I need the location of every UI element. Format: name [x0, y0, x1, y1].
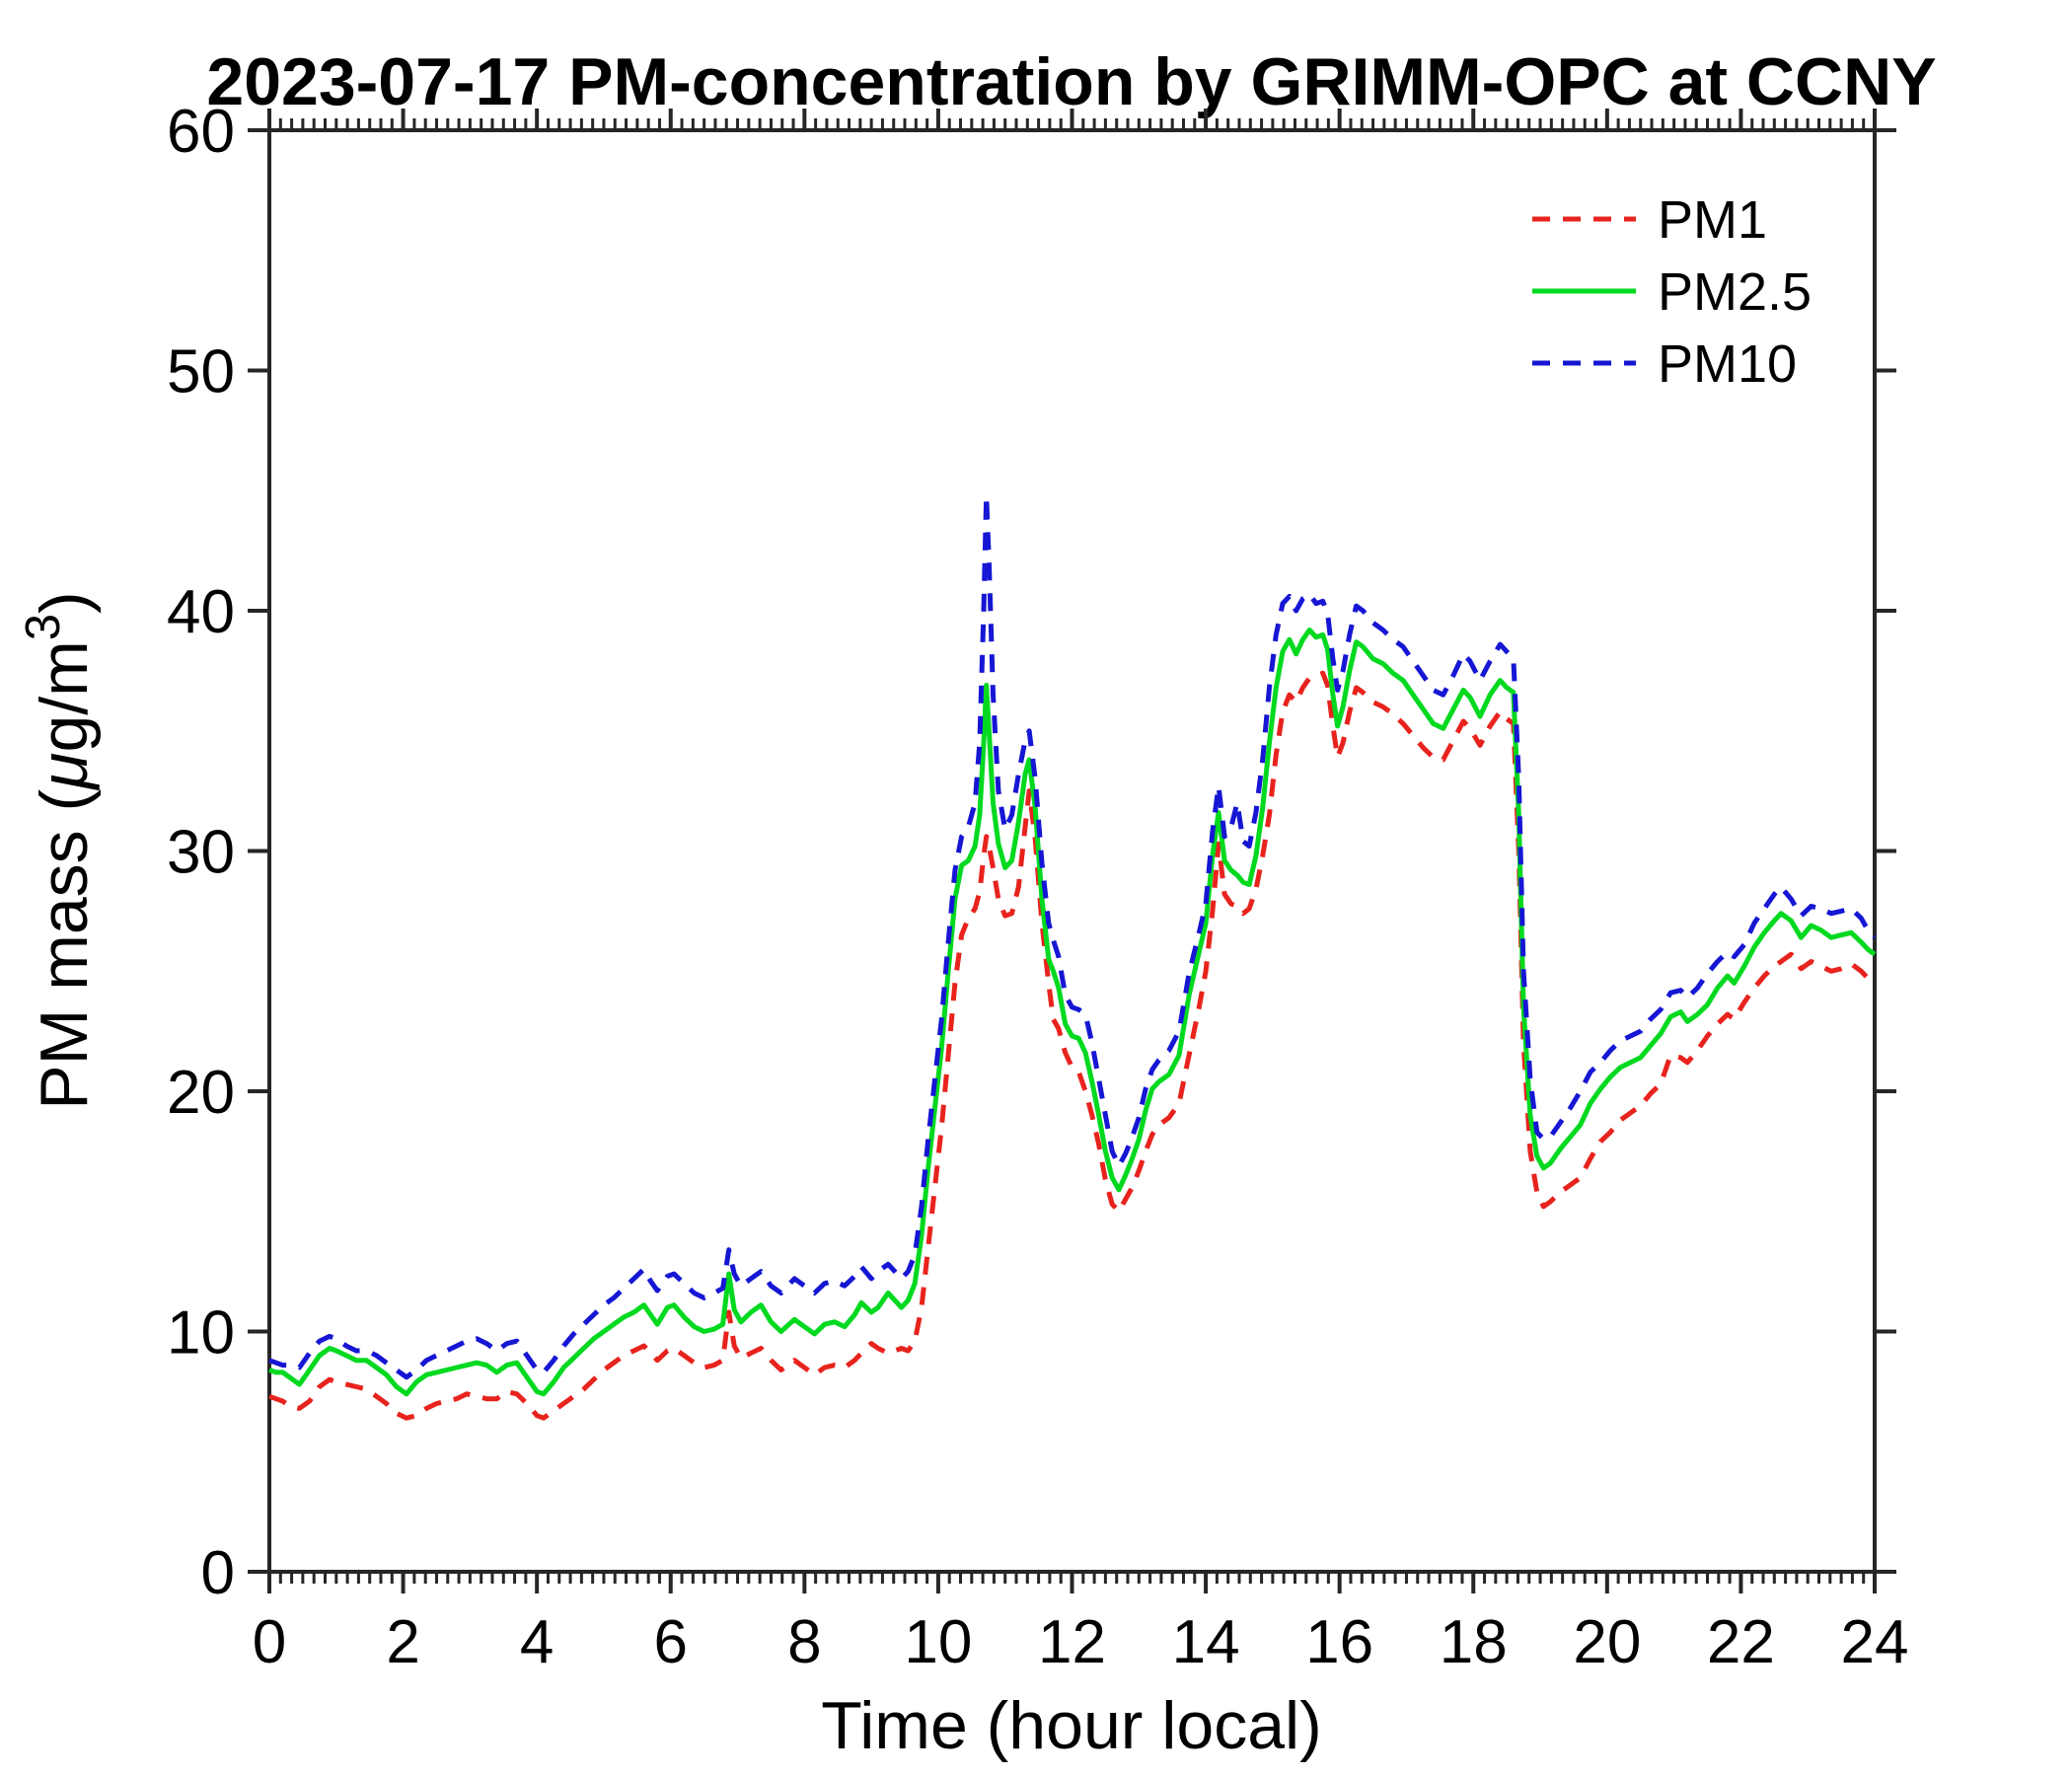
- x-tick-label: 0: [253, 1608, 286, 1676]
- series-line-pm1: [268, 670, 1877, 1421]
- y-tick-label: 0: [201, 1539, 235, 1607]
- y-tick-label: 60: [167, 98, 235, 166]
- x-tick-label: 14: [1172, 1608, 1240, 1676]
- series-line-pm25: [268, 628, 1877, 1397]
- x-tick-labels: 0 2 4 6 8 10 12 14 16 18 20 22 24: [253, 1608, 1909, 1676]
- data-series: [268, 492, 1877, 1421]
- series-line-pm10: [268, 492, 1877, 1380]
- legend-label-pm10: PM10: [1658, 334, 1797, 394]
- y-tick-labels: 0 10 20 30 40 50 60: [167, 98, 235, 1607]
- legend: PM1 PM2.5 PM10: [1532, 190, 1812, 394]
- plot-box: [267, 128, 1877, 1574]
- x-tick-label: 2: [386, 1608, 419, 1676]
- x-tick-label: 10: [904, 1608, 972, 1676]
- legend-item-pm10: PM10: [1532, 334, 1797, 394]
- x-tick-label: 20: [1573, 1608, 1641, 1676]
- x-tick-label: 8: [787, 1608, 821, 1676]
- y-axis-label: PM mass (μg/m3): [17, 591, 102, 1109]
- x-tick-label: 4: [520, 1608, 554, 1676]
- x-tick-label: 22: [1707, 1608, 1775, 1676]
- x-tick-label: 18: [1440, 1608, 1508, 1676]
- y-tick-label: 40: [167, 578, 235, 646]
- y-tick-label: 30: [167, 819, 235, 887]
- y-tick-label: 50: [167, 338, 235, 407]
- x-axis-label: Time (hour local): [821, 1688, 1322, 1763]
- y-tick-label: 20: [167, 1059, 235, 1127]
- x-tick-label: 16: [1305, 1608, 1373, 1676]
- legend-item-pm25: PM2.5: [1532, 262, 1812, 322]
- legend-item-pm1: PM1: [1532, 190, 1767, 250]
- x-tick-label: 24: [1841, 1608, 1909, 1676]
- legend-label-pm25: PM2.5: [1658, 262, 1812, 322]
- y-tick-label: 10: [167, 1299, 235, 1368]
- x-tick-label: 6: [654, 1608, 688, 1676]
- chart-title: 2023-07-17 PM-concentration by GRIMM-OPC…: [206, 44, 1936, 119]
- x-tick-label: 12: [1038, 1608, 1106, 1676]
- legend-label-pm1: PM1: [1658, 190, 1767, 250]
